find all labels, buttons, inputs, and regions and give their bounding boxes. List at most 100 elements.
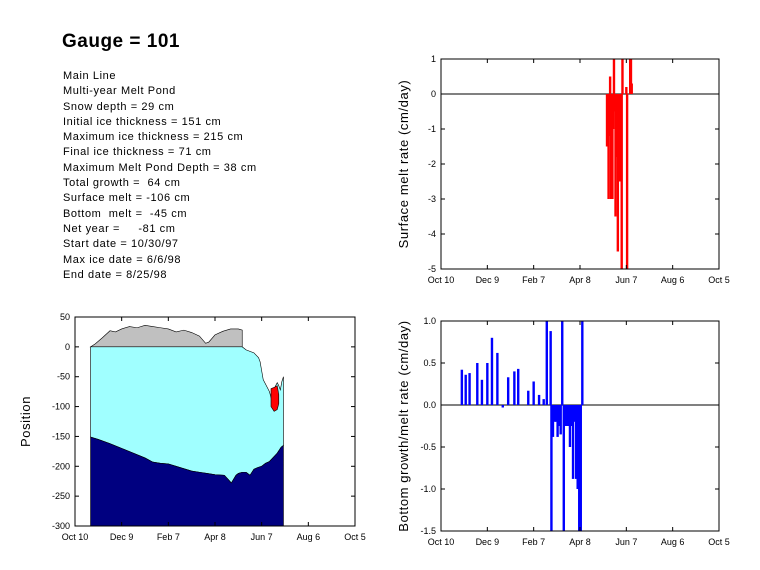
y-axis-label: Bottom growth/melt rate (cm/day) (396, 320, 411, 531)
bar (490, 337, 494, 405)
bar (581, 321, 584, 405)
bar (612, 59, 616, 94)
bar (573, 405, 576, 422)
bar (542, 399, 545, 405)
y-tick-label: -3 (428, 194, 436, 204)
info-line: End date = 8/25/98 (63, 268, 168, 281)
bar (532, 381, 535, 405)
bar (460, 369, 464, 405)
bar (501, 405, 504, 408)
bar (611, 94, 614, 199)
bar (612, 94, 615, 129)
info-line: Main Line (63, 70, 117, 82)
bar (574, 405, 578, 479)
bar (568, 405, 572, 447)
x-tick-label: Aug 6 (297, 532, 321, 542)
x-tick-label: Apr 8 (204, 532, 226, 542)
bar (621, 59, 624, 94)
y-tick-label: -5 (428, 264, 436, 274)
bar (561, 321, 564, 405)
bar (578, 405, 581, 531)
bar (618, 94, 621, 182)
x-tick-label: Oct 10 (428, 537, 455, 547)
bar (545, 321, 548, 405)
x-tick-label: Aug 6 (661, 537, 685, 547)
info-line: Start date = 10/30/97 (63, 238, 179, 251)
bar (496, 352, 499, 405)
y-tick-label: -150 (52, 431, 70, 441)
bar (480, 379, 484, 405)
bar (579, 405, 582, 531)
gauge-title: Gauge = 101 (62, 31, 180, 52)
x-tick-label: Feb 7 (522, 537, 545, 547)
y-tick-label: 0.5 (423, 358, 436, 368)
bar (620, 94, 623, 269)
info-line: Net year = -81 cm (63, 222, 176, 235)
bar (486, 363, 489, 405)
bar (476, 363, 479, 405)
info-line: Surface melt = -106 cm (63, 192, 191, 205)
bar (562, 405, 565, 531)
info-line: Multi-year Melt Pond (63, 85, 176, 98)
y-tick-label: -250 (52, 491, 70, 501)
bar (517, 368, 520, 405)
info-line: Initial ice thickness = 151 cm (63, 115, 222, 128)
y-tick-label: -4 (428, 229, 436, 239)
info-line: Total growth = 64 cm (63, 177, 181, 190)
bar (607, 94, 610, 199)
bar (556, 405, 559, 437)
x-tick-label: Oct 5 (708, 275, 730, 285)
bar (609, 94, 613, 199)
bar (576, 405, 579, 489)
x-tick-label: Jun 7 (615, 275, 637, 285)
bar (559, 405, 562, 435)
x-tick-label: Aug 6 (661, 275, 685, 285)
y-axis-label: Surface melt rate (cm/day) (396, 80, 411, 249)
x-tick-label: Oct 5 (344, 532, 366, 542)
bar (550, 405, 553, 531)
bar (551, 405, 555, 437)
x-tick-label: Jun 7 (615, 537, 637, 547)
bar (614, 94, 617, 217)
x-tick-label: Feb 7 (157, 532, 180, 542)
x-tick-label: Apr 8 (569, 275, 591, 285)
x-tick-label: Dec 9 (110, 532, 134, 542)
bar (629, 59, 633, 94)
bar (625, 87, 628, 94)
y-tick-label: -50 (57, 372, 70, 382)
bar (549, 331, 552, 405)
x-tick-label: Apr 8 (569, 537, 591, 547)
y-tick-label: -0.5 (420, 442, 436, 452)
y-tick-label: 1 (431, 54, 436, 64)
x-tick-label: Dec 9 (476, 275, 500, 285)
info-line: Maximum Melt Pond Depth = 38 cm (63, 161, 257, 174)
x-tick-label: Oct 10 (428, 275, 455, 285)
bar (553, 405, 556, 422)
x-tick-label: Dec 9 (476, 537, 500, 547)
bar (565, 405, 569, 426)
info-line: Final ice thickness = 71 cm (63, 146, 212, 159)
x-tick-label: Oct 10 (62, 532, 89, 542)
y-tick-label: -1 (428, 124, 436, 134)
y-tick-label: -300 (52, 521, 70, 531)
y-tick-label: -1.5 (420, 526, 436, 536)
x-tick-label: Jun 7 (251, 532, 273, 542)
y-tick-label: 0 (65, 342, 70, 352)
bar (527, 390, 530, 405)
bar (554, 405, 558, 422)
bar (570, 405, 573, 426)
y-tick-label: -2 (428, 159, 436, 169)
gauge-info-list: Main Line Multi-year Melt Pond Snow depth … (63, 69, 257, 283)
bar (557, 405, 561, 426)
y-tick-label: 50 (60, 312, 70, 322)
info-line: Max ice date = 6/6/98 (63, 253, 182, 266)
bar (468, 373, 471, 405)
y-tick-label: 0 (431, 89, 436, 99)
info-line: Snow depth = 29 cm (63, 100, 175, 113)
y-tick-label: 0.0 (423, 400, 436, 410)
bar (608, 76, 612, 94)
ice-below-area (90, 436, 284, 527)
